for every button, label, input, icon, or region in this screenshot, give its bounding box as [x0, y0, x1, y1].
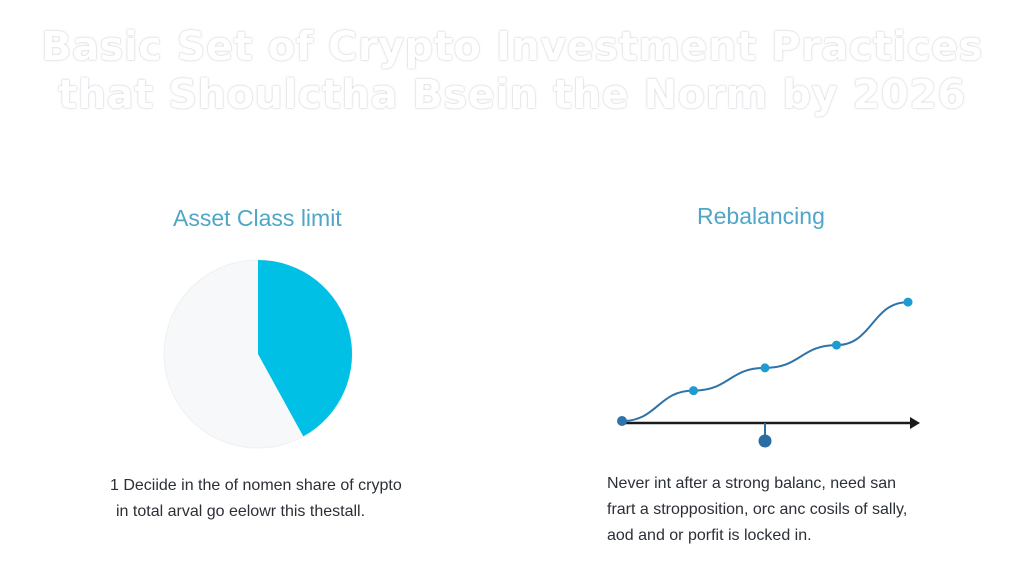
asset-class-pie: [163, 259, 353, 449]
asset-class-description: 1 Deciide in the of nomen share of crypt…: [110, 473, 402, 525]
rebalancing-description-line: aod and or porfit is locked in.: [607, 527, 812, 544]
asset-class-description-line: in total arval go eelowr this thestall.: [116, 503, 366, 520]
curve-point: [832, 340, 841, 350]
rebalancing-description-line: Never int after a strong balanc, need sa…: [607, 475, 897, 492]
rebalancing-description: Never int after a strong balanc, need sa…: [607, 471, 907, 549]
curve-point: [689, 386, 698, 396]
title-line-2: that Shoulctha Bsein the Norm by 2026: [58, 72, 966, 118]
asset-class-heading: Asset Class limit: [173, 205, 342, 231]
curve-point: [903, 297, 913, 307]
asset-class-description-line: 1 Deciide in the of nomen share of crypt…: [110, 477, 402, 494]
title-line-1: Basic Set of Crypto Investment Practices: [41, 24, 983, 70]
x-axis-arrow: [910, 417, 920, 429]
rebalancing-curve: [621, 301, 909, 422]
curve-point: [617, 416, 627, 426]
rebalancing-description-line: frart a stropposition, orc anc cosils of…: [607, 501, 908, 518]
rebalance-marker: [758, 434, 772, 448]
pie-slice: [258, 260, 352, 437]
rebalancing-heading: Rebalancing: [697, 203, 825, 229]
rebalancing-chart: [617, 297, 920, 448]
curve-point: [760, 363, 770, 373]
